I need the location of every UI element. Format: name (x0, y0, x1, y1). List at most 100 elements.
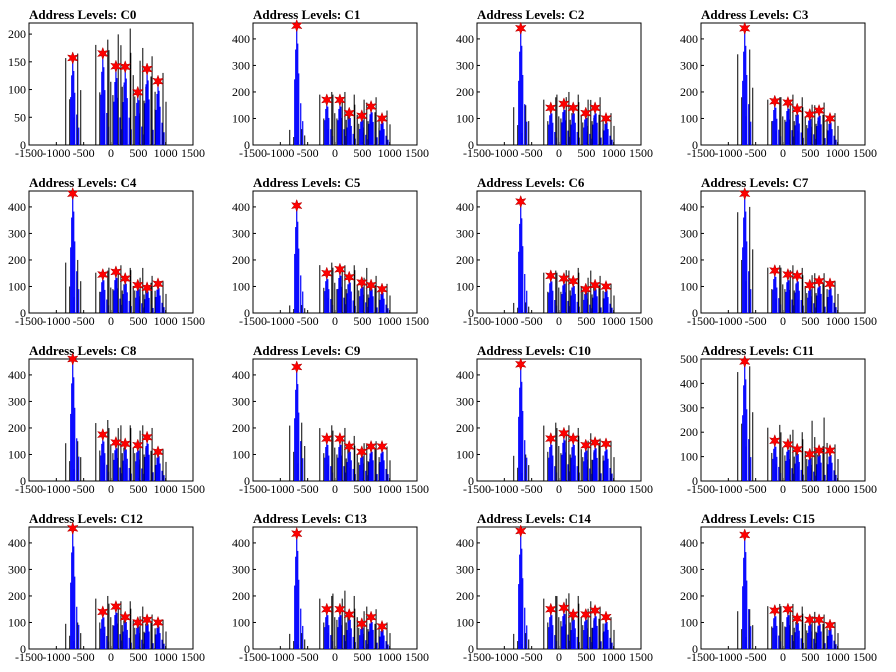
x-tick-label: 1000 (378, 314, 402, 328)
x-tick-label: -500 (73, 650, 95, 664)
y-tick-label: 400 (8, 368, 26, 382)
y-tick-label: 400 (232, 368, 250, 382)
y-tick-label: 300 (680, 401, 698, 415)
peak-cluster (150, 449, 167, 481)
chart-title: Address Levels: C3 (701, 7, 809, 22)
chart-panel: Address Levels: C0-1500 -1000 -500 0 500 1000… (8, 7, 205, 160)
peak-star-marker (290, 526, 303, 541)
peak-star-marker (141, 430, 153, 445)
peak-cluster (780, 94, 797, 145)
x-tick-label: 500 (353, 146, 371, 160)
x-tick-label: 0 (556, 314, 562, 328)
x-tick-label: 1000 (378, 482, 402, 496)
chart-title: Address Levels: C9 (253, 343, 361, 358)
peak-star-marker (782, 602, 794, 616)
peak-cluster (737, 361, 754, 481)
x-tick-label: -1000 (714, 146, 742, 160)
peak-star-marker (738, 528, 751, 542)
x-tick-label: -1000 (42, 314, 70, 328)
x-tick-label: -500 (73, 146, 95, 160)
y-tick-label: 100 (232, 279, 250, 293)
y-tick-label: 200 (232, 253, 250, 267)
peak-star-marker (514, 21, 527, 36)
peak-cluster (65, 528, 82, 649)
x-tick-label: -1500 (239, 146, 267, 160)
x-tick-label: -1000 (490, 482, 518, 496)
x-tick-label: 0 (108, 314, 114, 328)
y-tick-label: 0 (692, 138, 698, 152)
y-tick-label: 300 (456, 226, 474, 240)
peak-star-marker (544, 269, 557, 283)
chart-panel: Address Levels: C2-1500 -1000 -500 0 500 1000… (456, 7, 653, 160)
x-tick-label: 500 (801, 146, 819, 160)
x-tick-label: -1000 (714, 482, 742, 496)
x-tick-label: -500 (521, 650, 543, 664)
peak-star-marker (824, 277, 836, 291)
y-tick-label: 100 (8, 447, 26, 461)
peak-star-marker (110, 599, 122, 614)
peak-star-marker (589, 603, 601, 618)
x-tick-label: 1000 (826, 146, 850, 160)
peak-cluster (598, 283, 615, 313)
y-tick-label: 400 (456, 536, 474, 550)
peak-star-marker (791, 611, 804, 626)
chart-panel: Address Levels: C5-1500 -1000 -500 0 500 1000… (232, 175, 429, 328)
peak-star-marker (600, 610, 612, 624)
y-tick-label: 400 (680, 376, 698, 390)
y-tick-label: 400 (456, 32, 474, 46)
x-tick-label: -1000 (266, 314, 294, 328)
peak-cluster (319, 425, 336, 481)
peak-star-marker (514, 194, 527, 209)
peak-cluster (354, 102, 371, 145)
peak-star-marker (66, 352, 79, 366)
y-tick-label: 150 (8, 55, 26, 69)
y-tick-label: 500 (680, 352, 698, 366)
x-tick-label: -1500 (463, 314, 491, 328)
chart-panel: Address Levels: C3-1500 -1000 -500 0 500 1000… (680, 7, 877, 160)
peak-star-marker (768, 263, 781, 278)
y-tick-label: 400 (456, 368, 474, 382)
x-tick-label: -500 (745, 314, 767, 328)
peak-star-marker (355, 617, 368, 631)
x-tick-label: 1000 (154, 650, 178, 664)
x-tick-label: 1500 (629, 146, 653, 160)
x-tick-label: 500 (129, 314, 147, 328)
peak-star-marker (579, 106, 592, 120)
y-tick-label: 100 (232, 447, 250, 461)
y-tick-label: 200 (680, 589, 698, 603)
chart-title: Address Levels: C1 (253, 7, 360, 22)
x-tick-label: 1500 (405, 650, 429, 664)
peak-star-marker (119, 271, 132, 286)
peak-star-marker (334, 262, 346, 277)
peak-star-marker (131, 615, 144, 630)
x-tick-label: -1000 (490, 314, 518, 328)
y-tick-label: 0 (244, 642, 250, 656)
x-tick-label: 1000 (154, 314, 178, 328)
peak-star-marker (141, 613, 153, 627)
y-tick-label: 0 (20, 642, 26, 656)
y-tick-label: 100 (456, 279, 474, 293)
y-tick-label: 300 (456, 394, 474, 408)
y-tick-label: 200 (456, 421, 474, 435)
peak-cluster (65, 193, 82, 313)
y-tick-label: 0 (468, 642, 474, 656)
y-tick-label: 100 (456, 447, 474, 461)
x-tick-label: -1000 (42, 650, 70, 664)
x-tick-label: -500 (297, 482, 319, 496)
x-tick-label: -500 (297, 314, 319, 328)
y-tick-label: 400 (680, 32, 698, 46)
y-tick-label: 300 (680, 562, 698, 576)
peak-cluster (811, 614, 828, 649)
x-tick-label: -1000 (490, 650, 518, 664)
chart-title: Address Levels: C12 (29, 511, 143, 526)
peak-star-marker (782, 95, 794, 110)
x-tick-label: 1500 (405, 146, 429, 160)
peak-star-marker (119, 437, 132, 451)
peak-cluster (737, 193, 754, 313)
peak-star-marker (152, 74, 164, 88)
peak-cluster (289, 205, 306, 313)
peak-cluster (150, 619, 167, 649)
peak-star-marker (110, 265, 122, 279)
chart-panel: Address Levels: C1-1500 -1000 -500 0 500 1000… (232, 7, 429, 160)
y-tick-label: 100 (8, 279, 26, 293)
